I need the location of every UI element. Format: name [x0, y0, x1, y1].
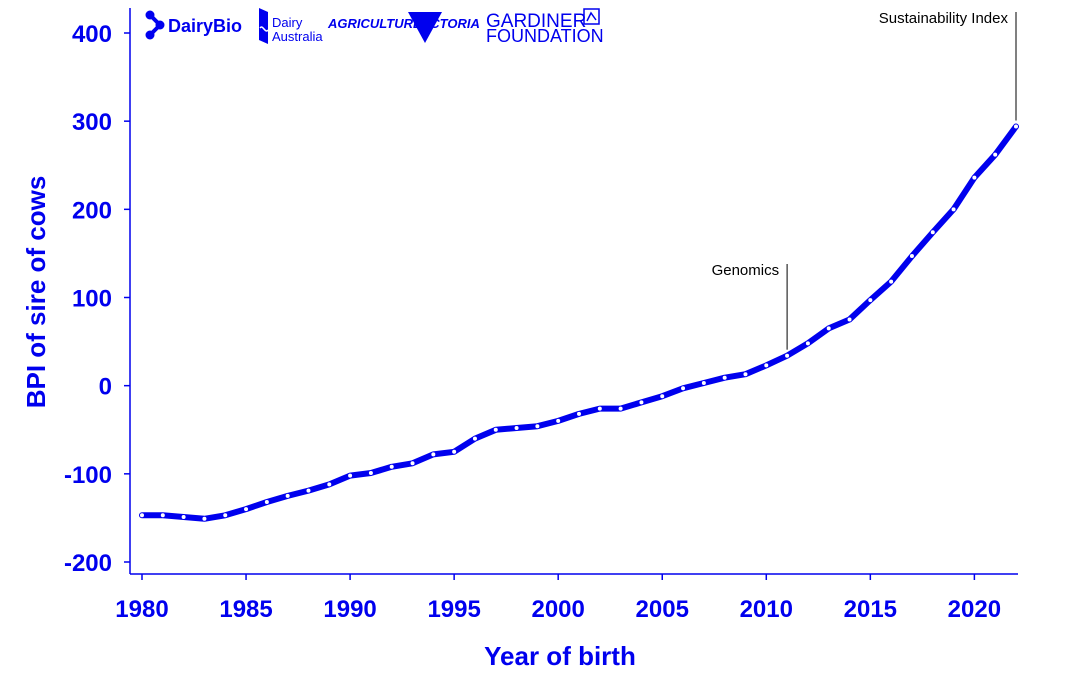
- data-point: [743, 372, 748, 377]
- data-point: [785, 353, 790, 358]
- data-point: [930, 230, 935, 235]
- y-tick-label: 0: [99, 374, 112, 401]
- y-tick-label: 100: [72, 286, 112, 313]
- data-point: [909, 254, 914, 259]
- data-point: [577, 411, 581, 416]
- data-point: [826, 326, 831, 331]
- x-tick-label: 2005: [636, 596, 689, 623]
- data-point: [556, 418, 561, 423]
- data-point: [389, 464, 394, 469]
- data-point: [1014, 124, 1018, 129]
- data-point: [889, 279, 894, 284]
- data-point: [993, 152, 998, 157]
- data-point: [805, 341, 810, 346]
- data-point: [348, 473, 353, 478]
- x-axis-ticks: 1980 1985 1990 1995 2000 2005 2010 2015 2020: [115, 574, 1001, 623]
- annotation-label: Genomics: [712, 262, 780, 279]
- data-point: [140, 513, 144, 518]
- data-point: [868, 298, 873, 303]
- data-point: [597, 406, 602, 411]
- y-tick-label: 200: [72, 197, 112, 224]
- data-point: [223, 513, 228, 518]
- x-axis-title: Year of birth: [484, 641, 636, 671]
- series-group: [139, 123, 1019, 522]
- data-point: [681, 386, 686, 391]
- data-point: [202, 516, 207, 521]
- data-point: [701, 381, 706, 386]
- data-point: [244, 507, 249, 512]
- x-tick-label: 1985: [219, 596, 272, 623]
- y-tick-label: 300: [72, 109, 112, 136]
- x-tick-label: 2000: [531, 596, 584, 623]
- agriculture-victoria-logo: AGRICULTURE VICTORIA: [327, 12, 480, 43]
- gardiner-emblem-icon: [583, 8, 600, 25]
- data-point: [535, 424, 540, 429]
- x-tick-label: 2010: [740, 596, 793, 623]
- gardiner-line2: FOUNDATION: [486, 26, 604, 46]
- dairy-australia-line2: Australia: [272, 29, 323, 44]
- victoria-text: VICTORIA: [418, 16, 480, 31]
- x-tick-label: 1980: [115, 596, 168, 623]
- x-tick-label: 2020: [948, 596, 1001, 623]
- annotations: Genomics Sustainability Index: [712, 10, 1017, 350]
- data-point: [472, 436, 477, 441]
- y-tick-label: -100: [64, 462, 112, 489]
- data-point: [618, 406, 623, 411]
- data-point: [972, 175, 977, 180]
- data-point: [847, 317, 852, 322]
- data-point: [160, 513, 165, 518]
- y-tick-label: -200: [64, 550, 112, 577]
- data-point: [452, 449, 457, 454]
- dairy-australia-logo: Dairy Australia: [259, 8, 323, 44]
- data-point: [327, 482, 332, 487]
- data-point: [660, 394, 665, 399]
- gardiner-line1: GARDINER: [486, 11, 586, 32]
- dairy-australia-line1: Dairy: [272, 15, 303, 30]
- annotation-label: Sustainability Index: [879, 10, 1009, 27]
- dairybio-logo: DairyBio: [145, 10, 242, 40]
- dairybio-logo-text: DairyBio: [168, 16, 242, 36]
- y-axis-title: BPI of sire of cows: [21, 176, 51, 409]
- data-point: [493, 427, 498, 432]
- data-point: [285, 493, 290, 498]
- y-axis-ticks: 400 300 200 100 0 -100 -200: [64, 21, 130, 577]
- gardiner-foundation-logo: GARDINER FOUNDATION: [486, 8, 604, 46]
- y-tick-label: 400: [72, 21, 112, 48]
- x-tick-label: 1990: [323, 596, 376, 623]
- series-line: [139, 123, 1019, 522]
- x-tick-label: 1995: [427, 596, 480, 623]
- agriculture-text: AGRICULTURE: [327, 16, 422, 31]
- data-point: [431, 452, 436, 457]
- dairy-australia-mark-icon: [259, 8, 268, 44]
- x-tick-label: 2015: [844, 596, 897, 623]
- data-point: [410, 461, 415, 466]
- data-point: [306, 488, 311, 493]
- data-point: [181, 515, 186, 520]
- data-point: [951, 207, 956, 212]
- data-point: [368, 470, 373, 475]
- data-point: [264, 500, 269, 505]
- data-point: [514, 425, 519, 430]
- victoria-triangle-icon: [408, 12, 442, 43]
- data-point: [639, 400, 644, 405]
- data-point: [764, 363, 769, 368]
- data-point: [722, 375, 727, 380]
